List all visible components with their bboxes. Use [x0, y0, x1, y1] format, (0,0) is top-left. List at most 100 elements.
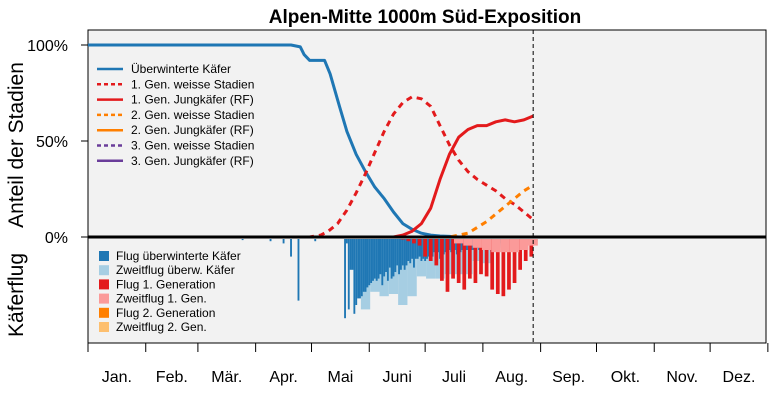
bar-flug-ueberwintert [407, 239, 410, 261]
bar-flug-ueberwintert [416, 239, 419, 259]
month-ticks: Jan. Feb. Mär. Apr. Mai Juni Juli Aug. Sep. Okt. N… [87, 343, 769, 386]
x-tick-label: Juli [442, 369, 466, 386]
bar-flug-ueberwintert [394, 239, 397, 272]
x-tick-label: Sep. [552, 369, 585, 386]
bar-flug-ueberwintert [364, 239, 367, 292]
bar-flug-ueberwintert [372, 239, 374, 281]
bar-flug-gen1 [495, 239, 500, 294]
bar-zweitflug-gen1 [472, 239, 482, 248]
bar-flug-ueberwintert [370, 239, 373, 283]
legend-bottom-swatch [99, 322, 109, 332]
series-line-0 [88, 43, 459, 239]
bar-flug-ueberwintert [411, 239, 414, 259]
y-tick-label: 100% [27, 38, 68, 55]
bar-flug-ueberwintert [414, 239, 417, 259]
bar-flug-ueberwintert [381, 239, 384, 286]
x-tick-label: Apr. [269, 369, 297, 386]
legend-bottom-swatch [99, 293, 109, 304]
bar-flug-ueberwintert [360, 239, 363, 297]
bar-flug-ueberwintert-early [241, 239, 244, 241]
bar-flug-gen1 [507, 239, 511, 290]
bar-flug-ueberwintert [396, 239, 399, 266]
bar-flug-ueberwintert-early [314, 239, 317, 242]
bar-flug-ueberwintert [413, 239, 415, 268]
x-tick-label: Jan. [102, 369, 132, 386]
bar-flug-ueberwintert [351, 239, 354, 270]
y-tick-label: 50% [36, 134, 68, 151]
bar-flug-gen1 [440, 239, 444, 281]
plot-panel [87, 29, 767, 344]
bar-flug-gen1 [445, 239, 450, 292]
axes: 100% 50% 0% [27, 30, 766, 343]
bar-flug-ueberwintert [420, 239, 423, 261]
legend-bottom-label: Flug 1. Generation [116, 277, 215, 291]
legend-bottom-swatch [99, 279, 109, 290]
bar-flug-ueberwintert [347, 239, 350, 310]
legend-top-label: 2. Gen. Jungkäfer (RF) [131, 123, 254, 137]
x-tick-label: Dez. [723, 369, 756, 386]
bar-zweitflug-gen1 [481, 239, 492, 250]
bar-flug-ueberwintert [401, 239, 404, 266]
bar-zweitflug-gen1 [519, 239, 529, 250]
bar-flug-ueberwintert [403, 239, 406, 270]
x-tick-label: Aug. [495, 369, 528, 386]
stage-lines [88, 43, 535, 239]
bar-flug-gen1 [462, 239, 467, 290]
bar-flug-gen1 [490, 239, 495, 290]
bar-flug-ueberwintert [362, 239, 365, 292]
bar-flug-gen1 [417, 239, 422, 246]
bar-flug-ueberwintert [355, 239, 358, 305]
bar-flug-ueberwintert [373, 239, 376, 279]
bar-flug-ueberwintert [375, 239, 378, 281]
bar-flug-ueberwintert [386, 239, 389, 281]
x-tick-label: Juni [383, 369, 412, 386]
chart-title: Alpen-Mitte 1000m Süd-Exposition [269, 7, 581, 28]
bar-flug-ueberwintert [345, 239, 348, 244]
legend-top-label: 3. Gen. Jungkäfer (RF) [131, 154, 254, 168]
bar-flug-ueberwintert [359, 239, 361, 299]
legend-top-label: 1. Gen. weisse Stadien [131, 77, 254, 91]
bar-flug-gen1 [467, 239, 472, 279]
bar-flug-gen1 [423, 239, 427, 257]
bar-flug-ueberwintert [357, 239, 360, 299]
x-tick-label: Mär. [211, 369, 242, 386]
legend-bottom-swatch [99, 251, 109, 261]
bar-flug-ueberwintert [388, 239, 391, 268]
bar-zweitflug-gen1 [500, 239, 510, 253]
legend-top-label: 3. Gen. weisse Stadien [131, 139, 254, 153]
bar-flug-ueberwintert [379, 239, 382, 275]
bar-flug-ueberwintert [344, 239, 346, 319]
legend-bottom-label: Zweitflug 2. Gen. [116, 320, 207, 334]
legend-top-label: 1. Gen. Jungkäfer (RF) [131, 93, 254, 107]
x-tick-label: Nov. [666, 369, 698, 386]
series-line-2 [88, 114, 534, 239]
bar-flug-ueberwintert [409, 239, 412, 264]
legend-bottom-swatch [99, 307, 109, 318]
bar-flug-gen1 [406, 239, 411, 242]
x-tick-label: Mai [327, 369, 353, 386]
bar-flug-ueberwintert [377, 239, 380, 279]
bar-flug-ueberwintert [418, 239, 421, 257]
bar-flug-gen1 [484, 239, 489, 277]
legend-top-label: Überwinterte Käfer [131, 62, 231, 76]
bar-flug-gen1 [529, 239, 534, 257]
legend-bottom-swatch [99, 265, 109, 276]
plot-background [87, 29, 767, 344]
bar-flug-ueberwintert [385, 239, 387, 272]
bar-flug-ueberwintert [405, 239, 408, 266]
bar-flug-ueberwintert [398, 239, 400, 275]
x-tick-label: Feb. [156, 369, 188, 386]
x-tick-label: Okt. [611, 369, 640, 386]
bar-flug-gen1 [479, 239, 483, 275]
bar-flug-ueberwintert [392, 239, 395, 277]
bar-flug-ueberwintert-early [290, 239, 292, 257]
bar-flug-gen1 [400, 239, 405, 240]
y-axis-label-top: Anteil der Stadien [5, 62, 28, 228]
bar-zweitflug-ueberwintert [407, 239, 417, 297]
bar-flug-gen1 [501, 239, 506, 297]
bar-flug-gen1 [434, 239, 439, 266]
bar-flug-gen1 [451, 239, 455, 279]
